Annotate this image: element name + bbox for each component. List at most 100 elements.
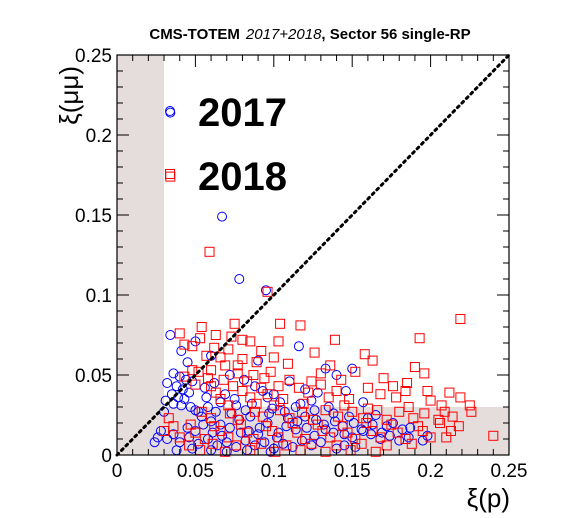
point-2017 <box>387 418 398 428</box>
point-2018 <box>226 331 237 342</box>
point-2017 <box>168 368 179 379</box>
point-2018 <box>195 333 206 344</box>
point-2018 <box>207 438 218 449</box>
point-2017 <box>176 346 187 356</box>
x-tick-label: 0.05 <box>177 461 214 482</box>
point-2018 <box>245 336 256 347</box>
x-tick-labels: 0 0.05 0.1 0.15 0.2 0.25 <box>112 461 528 482</box>
point-2017 <box>394 435 405 446</box>
point-2018 <box>375 432 386 443</box>
point-2018 <box>447 411 458 422</box>
point-2017 <box>367 419 378 430</box>
point-2017 <box>187 443 198 454</box>
legend-marker-2017 <box>165 106 175 116</box>
point-2018 <box>329 334 340 345</box>
point-2018 <box>218 374 229 385</box>
point-2017 <box>177 384 188 395</box>
point-2018 <box>215 394 226 404</box>
point-2018 <box>245 392 256 403</box>
point-2018 <box>488 430 499 441</box>
point-2018 <box>331 386 342 396</box>
point-2018 <box>248 370 259 380</box>
axis-ticks <box>116 54 510 456</box>
point-2018 <box>315 368 326 379</box>
point-2018 <box>190 427 201 438</box>
point-2018 <box>466 406 477 417</box>
point-2017 <box>318 419 329 430</box>
point-2017 <box>323 402 334 412</box>
point-2018 <box>159 426 170 436</box>
point-2018 <box>251 398 262 409</box>
point-2018 <box>256 438 267 449</box>
point-2018 <box>256 382 267 393</box>
point-2018 <box>256 346 267 356</box>
point-2018 <box>179 339 190 350</box>
point-2018 <box>425 432 436 443</box>
point-2017 <box>300 384 311 395</box>
point-2018 <box>193 366 204 377</box>
point-2018 <box>320 405 331 416</box>
point-2018 <box>309 347 320 358</box>
point-2018 <box>201 350 212 361</box>
point-2018 <box>394 406 405 417</box>
title-years: 2017+2018 <box>245 26 322 43</box>
point-2018 <box>231 440 242 451</box>
point-2018 <box>339 400 350 411</box>
point-2018 <box>298 398 309 409</box>
point-2018 <box>284 374 295 385</box>
point-2018 <box>400 386 411 396</box>
point-2017 <box>293 341 304 352</box>
point-2018 <box>251 357 262 368</box>
point-2018 <box>359 349 370 360</box>
point-2018 <box>387 381 398 392</box>
point-2018 <box>287 418 298 428</box>
chart-title: CMS-TOTEM 2017+2018, Sector 56 single-RP <box>149 26 470 43</box>
legend-label-2018: 2018 <box>198 155 287 199</box>
y-tick-label: 0 <box>101 446 112 467</box>
point-2018 <box>273 381 284 392</box>
point-2018 <box>232 368 243 379</box>
point-2018 <box>306 438 317 449</box>
point-2018 <box>409 362 420 372</box>
point-2018 <box>402 378 413 388</box>
point-2017 <box>417 435 428 446</box>
point-2018 <box>342 427 353 438</box>
point-2018 <box>206 365 217 376</box>
point-2018 <box>235 419 246 430</box>
legend: 2017 2018 <box>165 91 287 199</box>
point-2018 <box>202 373 213 384</box>
point-2018 <box>273 336 284 347</box>
point-2017 <box>162 378 173 388</box>
point-2017 <box>231 400 242 411</box>
point-2018 <box>297 406 308 417</box>
point-2018 <box>441 432 452 443</box>
legend-entry-2017: 2017 <box>165 91 287 135</box>
point-2017 <box>281 421 292 432</box>
point-2018 <box>196 322 207 332</box>
y-axis-title: ξ(μμ) <box>54 66 84 125</box>
diagonal-reference-line <box>115 53 511 457</box>
point-2018 <box>232 360 243 371</box>
y-tick-label: 0.05 <box>75 366 112 387</box>
point-2017 <box>339 429 350 440</box>
point-2018 <box>336 374 347 385</box>
point-2017 <box>234 274 245 284</box>
x-tick-label: 0 <box>112 461 123 482</box>
point-2017 <box>403 432 414 443</box>
point-2018 <box>206 413 217 424</box>
point-2018 <box>224 408 235 419</box>
point-2018 <box>223 400 234 411</box>
title-detail: , Sector 56 single-RP <box>321 26 470 43</box>
point-2018 <box>323 392 334 403</box>
point-2017 <box>217 211 228 222</box>
point-2018 <box>419 368 430 379</box>
point-2018 <box>306 376 317 387</box>
x-axis-title: ξ(p) <box>467 483 510 513</box>
series-2018 <box>159 171 499 457</box>
point-2018 <box>372 405 383 416</box>
point-2018 <box>370 446 381 457</box>
point-2017 <box>149 437 160 448</box>
point-2018 <box>362 382 373 393</box>
point-2018 <box>406 438 417 449</box>
point-2017 <box>215 419 226 430</box>
